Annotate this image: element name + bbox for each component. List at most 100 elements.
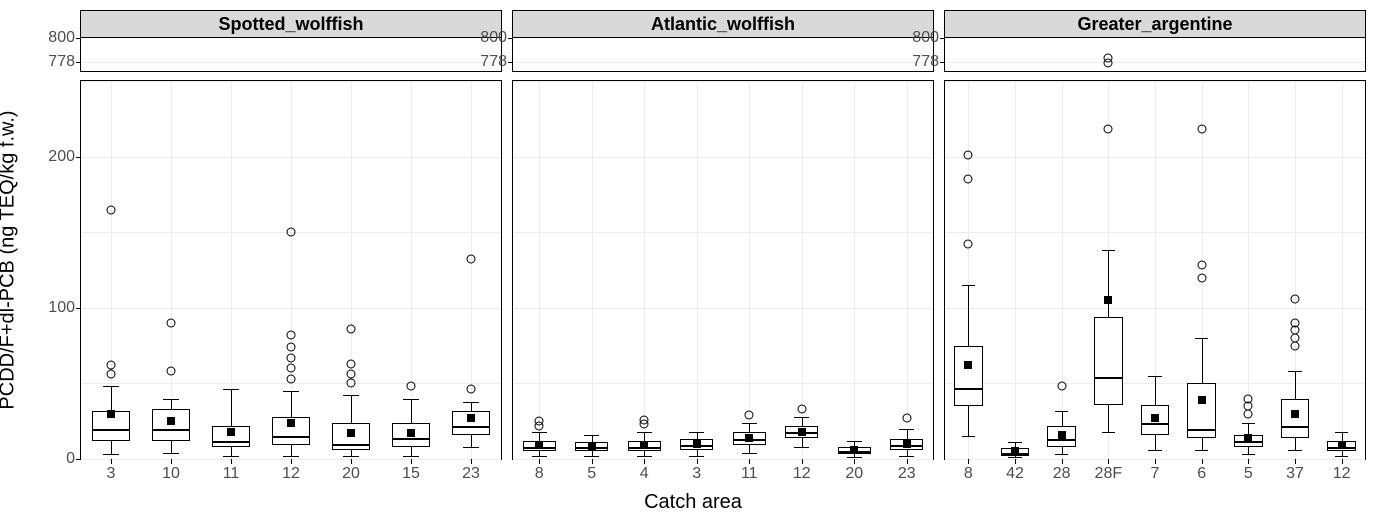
facet-panel: Atlantic_wolffish778800854311122023 (512, 10, 934, 460)
mean-point (964, 361, 972, 369)
whisker-upper (291, 391, 292, 417)
gridline-v (802, 81, 803, 459)
median-line (392, 438, 429, 440)
outlier-point (287, 343, 296, 352)
outlier-point (287, 353, 296, 362)
box (1281, 399, 1310, 438)
cap-upper (1288, 371, 1301, 372)
cap-lower (343, 456, 360, 457)
broken-axis-top: 778800 (512, 38, 934, 72)
y-tick-mark (940, 38, 945, 39)
whisker-lower (291, 445, 292, 456)
median-line (332, 444, 369, 446)
whisker-upper (697, 432, 698, 440)
cap-lower (847, 457, 862, 458)
whisker-upper (749, 423, 750, 432)
whisker-upper (111, 386, 112, 410)
outlier-point (287, 331, 296, 340)
median-line (1047, 439, 1076, 441)
outlier-point (347, 324, 356, 333)
y-tick-mark (76, 459, 81, 460)
gridline-v (854, 81, 855, 459)
whisker-upper (231, 389, 232, 425)
x-tick-mark (907, 459, 908, 464)
whisker-upper (592, 435, 593, 443)
outlier-point (902, 414, 911, 423)
mean-point (535, 441, 543, 449)
cap-upper (163, 399, 180, 400)
plot-area: 01002003101112201523 (80, 80, 502, 460)
cap-upper (1335, 432, 1348, 433)
whisker-upper (471, 402, 472, 411)
plot-area: 8422828F7653712 (944, 80, 1366, 460)
mean-point (1104, 296, 1112, 304)
facet-strip: Spotted_wolffish (80, 10, 502, 38)
whisker-lower (802, 438, 803, 447)
outlier-point (1057, 382, 1066, 391)
cap-upper (223, 389, 240, 390)
whisker-lower (1108, 405, 1109, 432)
x-tick-mark (351, 459, 352, 464)
whisker-lower (471, 435, 472, 447)
whisker-upper (411, 399, 412, 423)
cap-upper (1055, 411, 1068, 412)
cap-lower (223, 456, 240, 457)
cap-upper (1148, 376, 1161, 377)
outlier-point (347, 370, 356, 379)
whisker-upper (1108, 250, 1109, 317)
whisker-lower (1155, 435, 1156, 450)
outlier-point (287, 228, 296, 237)
outlier-point (467, 255, 476, 264)
cap-lower (103, 454, 120, 455)
median-line (954, 388, 983, 390)
x-tick-mark (749, 459, 750, 464)
outlier-point (287, 374, 296, 383)
x-tick-mark (644, 459, 645, 464)
x-tick-mark (697, 459, 698, 464)
mean-point (640, 441, 648, 449)
axis-break-gap (944, 72, 1366, 80)
cap-lower (403, 456, 420, 457)
gridline-v (592, 81, 593, 459)
whisker-lower (111, 441, 112, 455)
x-tick-mark (968, 459, 969, 464)
outlier-point (640, 415, 649, 424)
cap-upper (1242, 423, 1255, 424)
cap-upper (899, 429, 914, 430)
plot-area: 854311122023 (512, 80, 934, 460)
whisker-lower (1295, 438, 1296, 450)
mean-point (1058, 431, 1066, 439)
x-tick-mark (592, 459, 593, 464)
cap-upper (742, 423, 757, 424)
mean-point (287, 419, 295, 427)
cap-lower (962, 436, 975, 437)
x-tick-mark (471, 459, 472, 464)
whisker-upper (1062, 411, 1063, 426)
gridline-h (513, 81, 933, 82)
gridline-h (513, 62, 933, 63)
x-tick-mark (854, 459, 855, 464)
cap-upper (343, 395, 360, 396)
broken-axis-top: 778800 (80, 38, 502, 72)
x-tick-mark (291, 459, 292, 464)
whisker-lower (231, 447, 232, 456)
outlier-point (1197, 125, 1206, 134)
whisker-lower (749, 445, 750, 453)
cap-upper (1008, 442, 1021, 443)
x-tick-mark (231, 459, 232, 464)
cap-upper (403, 399, 420, 400)
outlier-point (797, 405, 806, 414)
cap-upper (637, 432, 652, 433)
cap-lower (689, 456, 704, 457)
cap-upper (103, 386, 120, 387)
gridline-v (539, 81, 540, 459)
mean-point (745, 434, 753, 442)
cap-upper (962, 285, 975, 286)
axis-break-gap (80, 72, 502, 80)
outlier-point (1291, 294, 1300, 303)
whisker-lower (1202, 438, 1203, 450)
outlier-point (964, 240, 973, 249)
outlier-point (964, 175, 973, 184)
mean-point (347, 429, 355, 437)
outlier-point (1104, 125, 1113, 134)
